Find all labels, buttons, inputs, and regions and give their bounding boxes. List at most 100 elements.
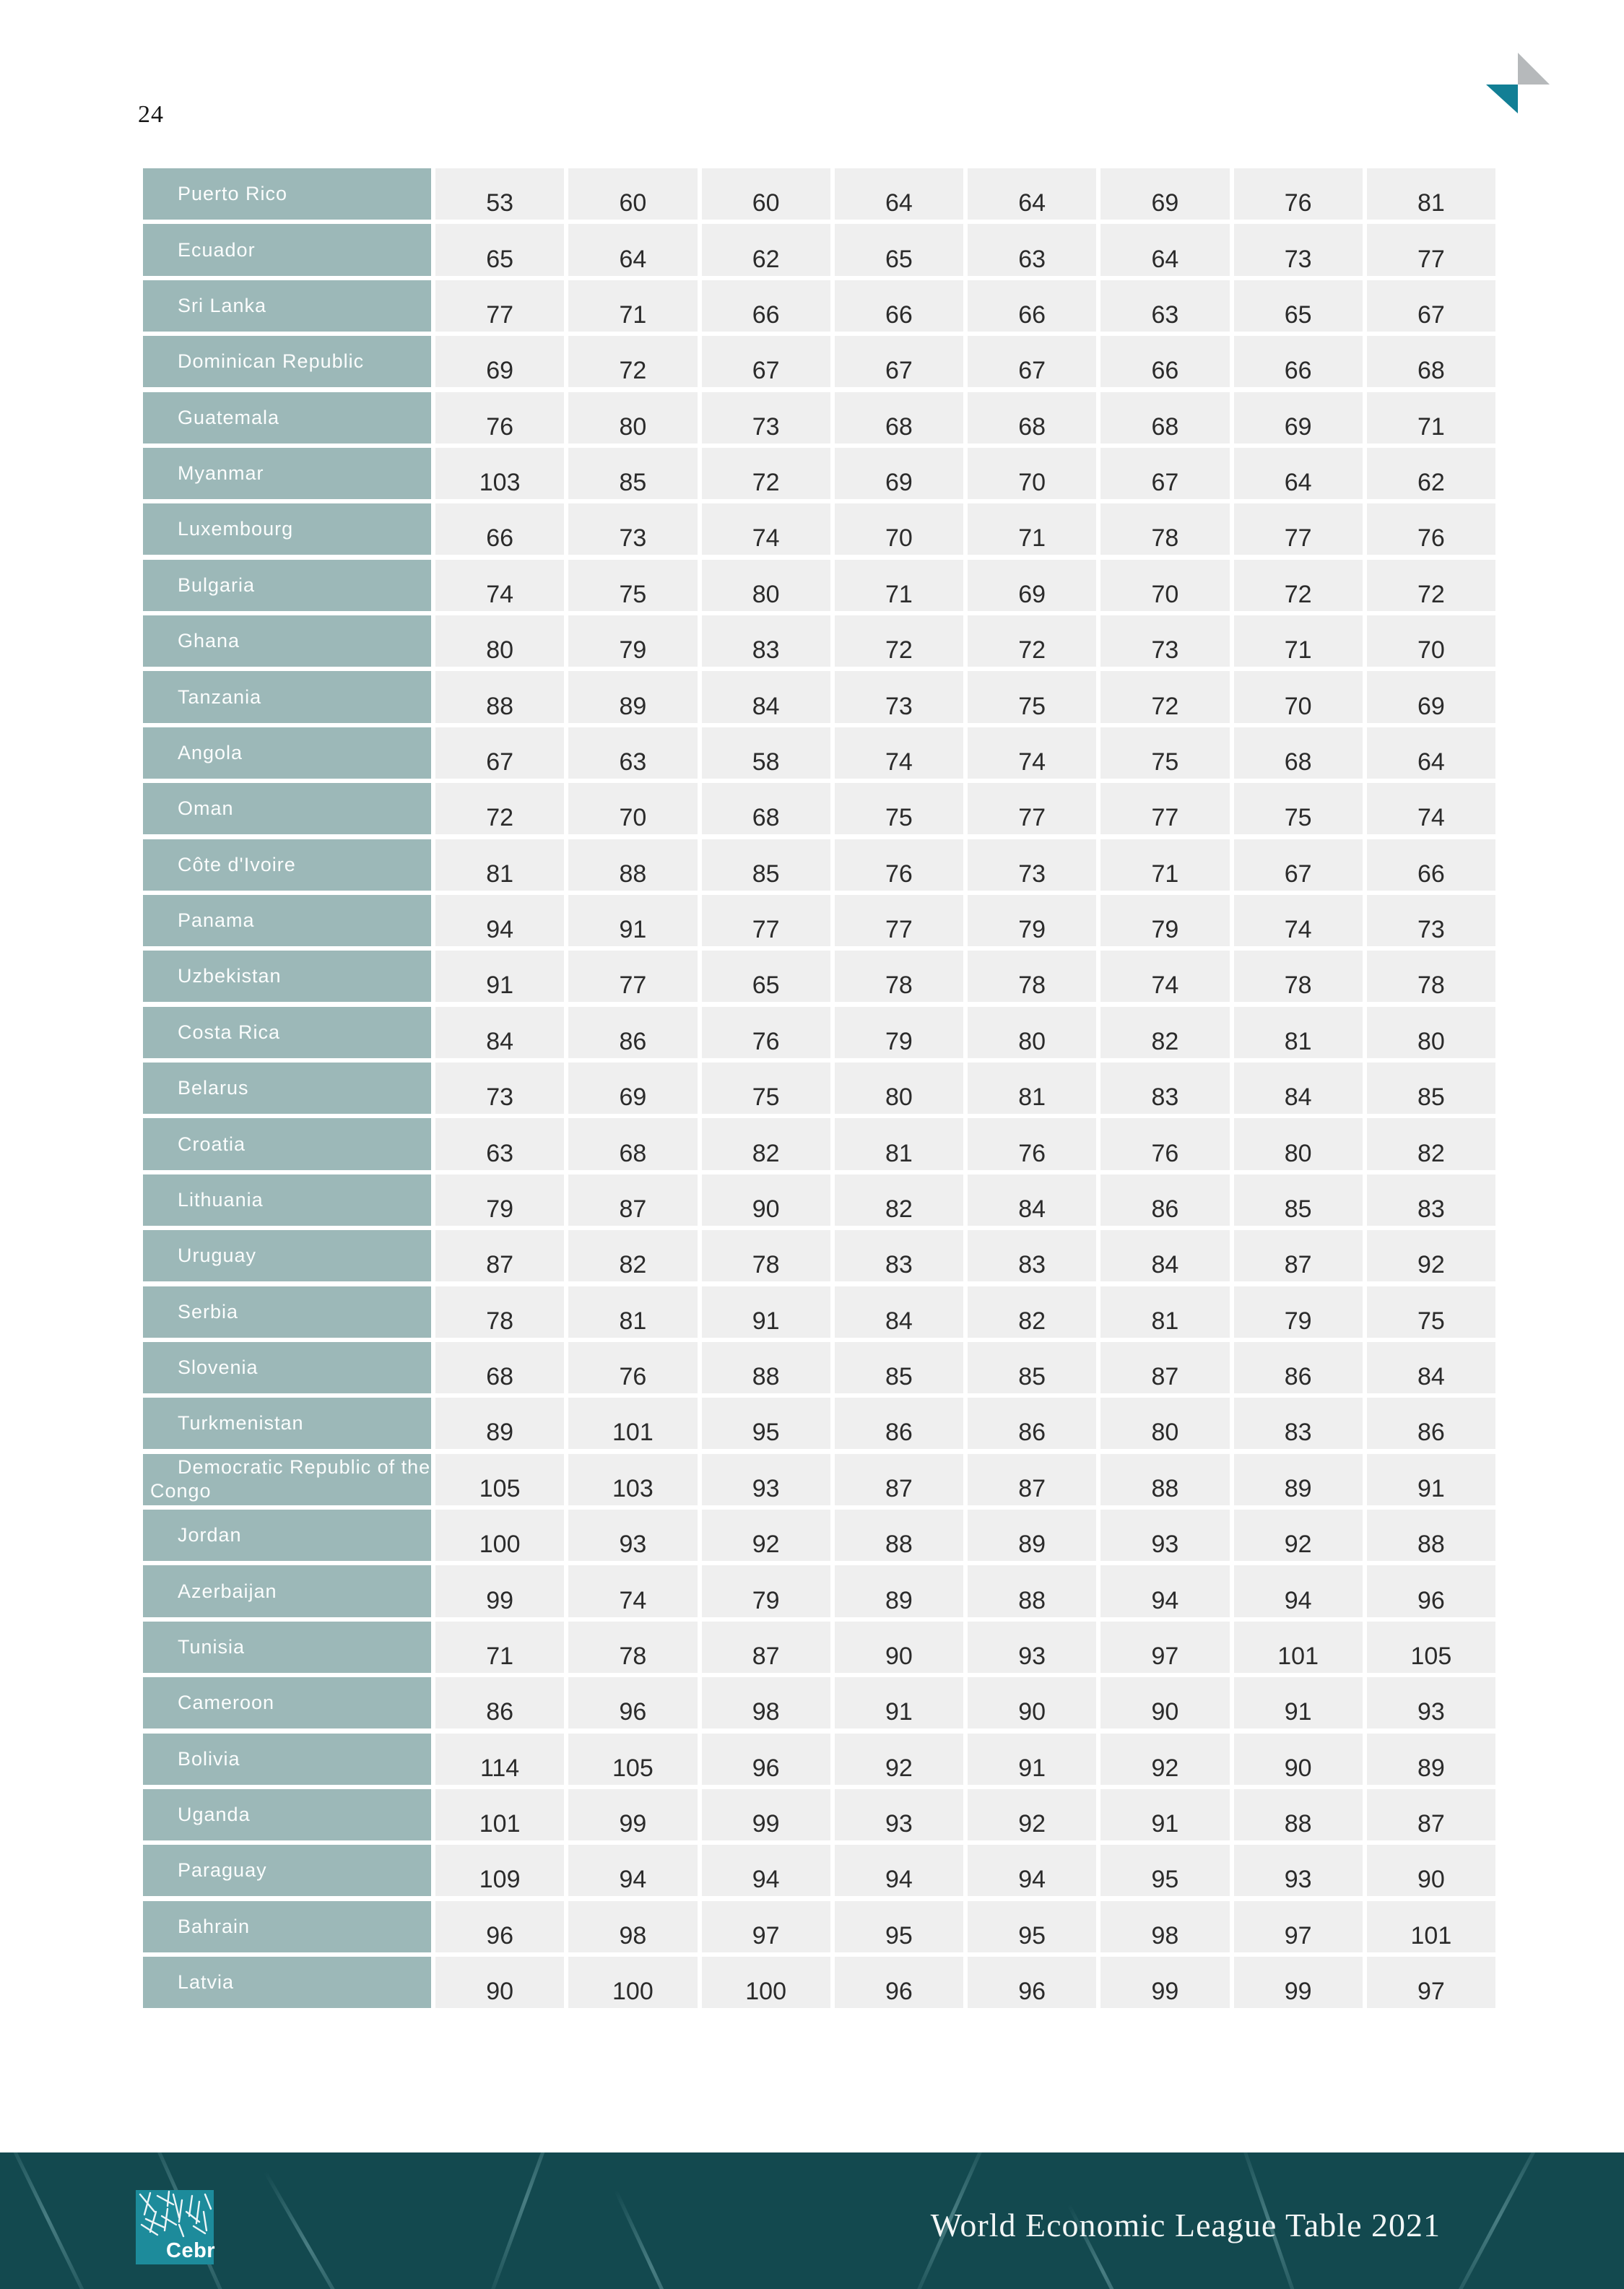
value-cell: 79	[968, 894, 1097, 947]
value-cell: 79	[1233, 1286, 1363, 1338]
value-cell: 96	[435, 1900, 565, 1952]
cebr-logo: Cebr	[136, 2190, 215, 2264]
value-cell: 70	[1100, 559, 1230, 611]
value-cell: 97	[1233, 1900, 1363, 1952]
value-cell: 71	[435, 1621, 565, 1673]
value-cell: 91	[834, 1677, 963, 1729]
value-cell: 71	[1100, 839, 1230, 891]
value-cell: 105	[435, 1453, 565, 1505]
value-cell: 101	[1366, 1900, 1495, 1952]
value-cell: 79	[568, 615, 698, 667]
value-cell: 74	[1233, 894, 1363, 947]
value-cell: 89	[968, 1510, 1097, 1562]
value-cell: 78	[1233, 951, 1363, 1003]
value-cell: 76	[1233, 168, 1363, 220]
value-cell: 96	[968, 1957, 1097, 2009]
value-cell: 101	[435, 1788, 565, 1841]
country-label: Panama	[178, 909, 255, 931]
value-cell: 83	[1366, 1174, 1495, 1226]
value-cell: 78	[968, 951, 1097, 1003]
value-cell: 85	[834, 1341, 963, 1394]
value-cell: 67	[1233, 839, 1363, 891]
value-cell: 66	[1100, 336, 1230, 388]
value-cell: 84	[834, 1286, 963, 1338]
value-cell: 101	[568, 1398, 698, 1450]
value-cell: 83	[968, 1230, 1097, 1282]
value-cell: 77	[568, 951, 698, 1003]
value-cell: 94	[701, 1845, 830, 1897]
corner-pinwheel-logo-icon	[1486, 53, 1550, 113]
country-cell: Democratic Republic of the Congo	[143, 1453, 431, 1505]
value-cell: 77	[1366, 224, 1495, 276]
country-cell: Serbia	[143, 1286, 431, 1338]
value-cell: 93	[834, 1788, 963, 1841]
value-cell: 94	[1100, 1565, 1230, 1617]
value-cell: 92	[1366, 1230, 1495, 1282]
country-cell: Oman	[143, 783, 431, 835]
value-cell: 99	[568, 1788, 698, 1841]
country-label: Azerbaijan	[178, 1580, 277, 1602]
value-cell: 87	[701, 1621, 830, 1673]
country-cell: Cameroon	[143, 1677, 431, 1729]
value-cell: 82	[968, 1286, 1097, 1338]
page-number: 24	[138, 101, 164, 128]
value-cell: 83	[834, 1230, 963, 1282]
value-cell: 94	[568, 1845, 698, 1897]
value-cell: 77	[701, 894, 830, 947]
footer-streak	[614, 2189, 697, 2289]
value-cell: 66	[1366, 839, 1495, 891]
country-cell: Slovenia	[143, 1341, 431, 1394]
country-cell: Myanmar	[143, 447, 431, 500]
value-cell: 70	[1233, 671, 1363, 723]
value-cell: 76	[1366, 503, 1495, 555]
value-cell: 72	[701, 447, 830, 500]
value-cell: 68	[1100, 391, 1230, 443]
value-cell: 75	[1100, 727, 1230, 779]
country-cell: Lithuania	[143, 1174, 431, 1226]
value-cell: 85	[701, 839, 830, 891]
value-cell: 80	[968, 1006, 1097, 1058]
country-label: Turkmenistan	[178, 1412, 304, 1435]
value-cell: 63	[568, 727, 698, 779]
value-cell: 92	[701, 1510, 830, 1562]
value-cell: 90	[435, 1957, 565, 2009]
value-cell: 99	[701, 1788, 830, 1841]
value-cell: 87	[1366, 1788, 1495, 1841]
value-cell: 91	[568, 894, 698, 947]
value-cell: 95	[701, 1398, 830, 1450]
country-cell: Guatemala	[143, 391, 431, 443]
country-cell: Puerto Rico	[143, 168, 431, 220]
country-label: Bahrain	[178, 1915, 251, 1937]
country-label: Belarus	[178, 1077, 249, 1099]
value-cell: 90	[834, 1621, 963, 1673]
value-cell: 79	[435, 1174, 565, 1226]
value-cell: 79	[834, 1006, 963, 1058]
country-cell: Uganda	[143, 1788, 431, 1841]
value-cell: 71	[968, 503, 1097, 555]
value-cell: 73	[435, 1063, 565, 1115]
value-cell: 74	[568, 1565, 698, 1617]
value-cell: 71	[834, 559, 963, 611]
value-cell: 72	[1100, 671, 1230, 723]
value-cell: 62	[701, 224, 830, 276]
value-cell: 103	[435, 447, 565, 500]
value-cell: 69	[435, 336, 565, 388]
value-cell: 94	[1233, 1565, 1363, 1617]
value-cell: 67	[1100, 447, 1230, 500]
value-cell: 84	[1366, 1341, 1495, 1394]
value-cell: 71	[568, 280, 698, 332]
value-cell: 90	[1366, 1845, 1495, 1897]
value-cell: 78	[435, 1286, 565, 1338]
country-label: Ghana	[178, 630, 240, 652]
value-cell: 96	[568, 1677, 698, 1729]
value-cell: 95	[834, 1900, 963, 1952]
value-cell: 64	[968, 168, 1097, 220]
country-cell: Angola	[143, 727, 431, 779]
value-cell: 82	[834, 1174, 963, 1226]
value-cell: 100	[435, 1510, 565, 1562]
value-cell: 68	[834, 391, 963, 443]
country-cell: Bulgaria	[143, 559, 431, 611]
value-cell: 83	[1233, 1398, 1363, 1450]
value-cell: 76	[568, 1341, 698, 1394]
value-cell: 95	[968, 1900, 1097, 1952]
